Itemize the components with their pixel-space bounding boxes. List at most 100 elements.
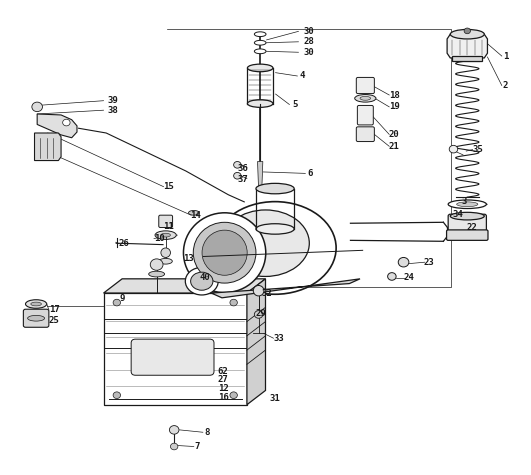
Ellipse shape bbox=[247, 100, 273, 107]
Ellipse shape bbox=[149, 271, 165, 277]
Circle shape bbox=[169, 426, 179, 434]
Ellipse shape bbox=[25, 300, 47, 308]
Text: 23: 23 bbox=[424, 258, 434, 266]
Ellipse shape bbox=[355, 95, 376, 102]
Polygon shape bbox=[37, 114, 77, 138]
Ellipse shape bbox=[256, 224, 294, 234]
Ellipse shape bbox=[184, 213, 266, 293]
Polygon shape bbox=[104, 293, 247, 405]
Text: 9: 9 bbox=[119, 294, 125, 303]
Polygon shape bbox=[211, 279, 360, 298]
Circle shape bbox=[113, 299, 121, 306]
Ellipse shape bbox=[448, 200, 486, 209]
Polygon shape bbox=[447, 34, 487, 58]
Ellipse shape bbox=[450, 212, 484, 220]
FancyBboxPatch shape bbox=[448, 214, 486, 233]
Ellipse shape bbox=[191, 272, 213, 290]
Circle shape bbox=[388, 273, 396, 280]
Text: 2: 2 bbox=[503, 81, 508, 90]
Text: 22: 22 bbox=[466, 224, 477, 232]
Text: 18: 18 bbox=[389, 91, 399, 99]
Text: 14: 14 bbox=[190, 211, 201, 219]
FancyBboxPatch shape bbox=[447, 230, 488, 240]
Ellipse shape bbox=[185, 267, 218, 295]
Text: 29: 29 bbox=[256, 309, 267, 318]
Ellipse shape bbox=[256, 183, 294, 194]
Circle shape bbox=[170, 443, 178, 450]
Text: 28: 28 bbox=[304, 38, 314, 46]
Text: 17: 17 bbox=[49, 305, 59, 314]
Ellipse shape bbox=[161, 248, 170, 257]
Circle shape bbox=[230, 299, 237, 306]
Ellipse shape bbox=[254, 40, 266, 45]
Ellipse shape bbox=[155, 231, 176, 239]
Text: 36: 36 bbox=[238, 164, 249, 173]
Ellipse shape bbox=[247, 64, 273, 72]
Text: 20: 20 bbox=[389, 130, 399, 139]
Ellipse shape bbox=[193, 222, 256, 283]
Circle shape bbox=[234, 172, 241, 179]
FancyBboxPatch shape bbox=[356, 127, 374, 142]
Polygon shape bbox=[247, 279, 266, 405]
Text: 33: 33 bbox=[273, 334, 284, 342]
Circle shape bbox=[32, 102, 42, 112]
Text: 27: 27 bbox=[218, 376, 228, 384]
Polygon shape bbox=[258, 162, 263, 190]
Text: 24: 24 bbox=[404, 274, 414, 282]
Text: 5: 5 bbox=[292, 100, 297, 109]
Text: 26: 26 bbox=[118, 239, 129, 248]
Text: 4: 4 bbox=[300, 72, 305, 80]
Ellipse shape bbox=[253, 285, 264, 296]
Text: 30: 30 bbox=[304, 48, 314, 57]
Circle shape bbox=[398, 257, 409, 267]
Text: 15: 15 bbox=[164, 182, 174, 191]
Polygon shape bbox=[35, 133, 61, 161]
Ellipse shape bbox=[222, 210, 309, 276]
Ellipse shape bbox=[159, 258, 172, 264]
Text: 34: 34 bbox=[452, 210, 463, 219]
Ellipse shape bbox=[457, 202, 478, 207]
Circle shape bbox=[234, 162, 241, 168]
Ellipse shape bbox=[360, 96, 371, 100]
Ellipse shape bbox=[28, 315, 45, 321]
Ellipse shape bbox=[189, 210, 199, 215]
Circle shape bbox=[63, 119, 70, 126]
Circle shape bbox=[230, 392, 237, 399]
Text: 12: 12 bbox=[218, 384, 228, 393]
Circle shape bbox=[150, 259, 163, 270]
Text: 35: 35 bbox=[473, 145, 483, 154]
FancyBboxPatch shape bbox=[23, 309, 49, 327]
Text: 8: 8 bbox=[204, 428, 210, 437]
Circle shape bbox=[113, 392, 121, 399]
FancyBboxPatch shape bbox=[452, 56, 482, 61]
Text: 62: 62 bbox=[218, 367, 228, 376]
Circle shape bbox=[464, 28, 470, 34]
Text: 16: 16 bbox=[218, 393, 228, 401]
Ellipse shape bbox=[254, 32, 266, 37]
Polygon shape bbox=[104, 279, 266, 293]
FancyBboxPatch shape bbox=[357, 105, 373, 125]
Text: 38: 38 bbox=[107, 106, 118, 114]
Text: 3: 3 bbox=[462, 198, 467, 206]
Ellipse shape bbox=[31, 302, 41, 306]
Text: 37: 37 bbox=[238, 175, 249, 184]
Text: 1: 1 bbox=[503, 52, 508, 60]
Text: 7: 7 bbox=[195, 442, 200, 451]
Text: 40: 40 bbox=[199, 274, 210, 282]
Ellipse shape bbox=[214, 202, 336, 294]
Ellipse shape bbox=[202, 230, 247, 276]
FancyBboxPatch shape bbox=[159, 215, 173, 228]
Text: 21: 21 bbox=[389, 142, 399, 151]
FancyBboxPatch shape bbox=[356, 77, 374, 94]
Text: 11: 11 bbox=[164, 222, 174, 231]
Text: 13: 13 bbox=[183, 255, 194, 263]
FancyBboxPatch shape bbox=[131, 339, 214, 375]
Ellipse shape bbox=[161, 233, 170, 237]
Text: 31: 31 bbox=[270, 394, 280, 402]
Circle shape bbox=[254, 311, 263, 318]
Text: 39: 39 bbox=[107, 96, 118, 105]
Text: 25: 25 bbox=[49, 316, 59, 325]
Text: 19: 19 bbox=[389, 103, 399, 111]
Ellipse shape bbox=[450, 29, 484, 39]
Circle shape bbox=[449, 145, 458, 153]
